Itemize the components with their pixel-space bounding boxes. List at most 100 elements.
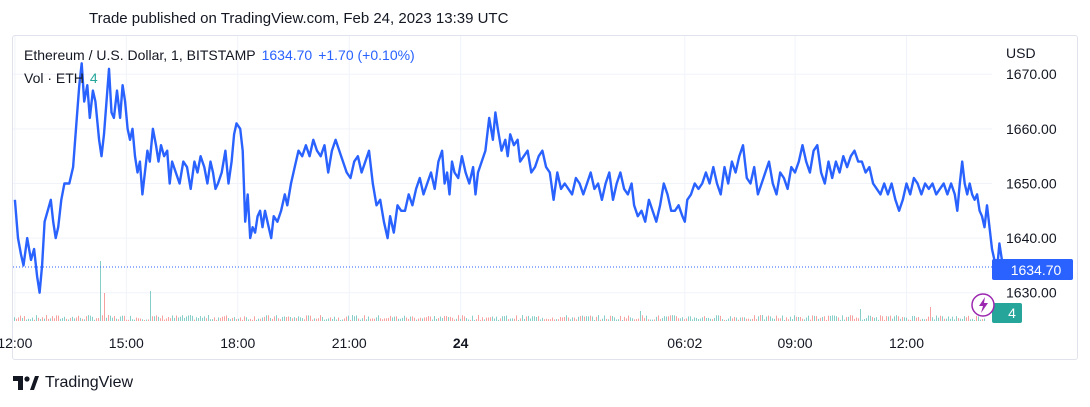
volume-bar bbox=[210, 319, 211, 321]
volume-bar bbox=[430, 316, 431, 321]
volume-bar bbox=[206, 318, 207, 321]
volume-bar bbox=[698, 319, 699, 321]
volume-bar bbox=[74, 318, 75, 321]
volume-bar bbox=[158, 316, 159, 321]
volume-bar bbox=[704, 316, 705, 321]
volume-bar bbox=[864, 318, 865, 321]
volume-bar bbox=[882, 316, 883, 321]
volume-bar bbox=[350, 319, 351, 321]
volume-bar bbox=[974, 319, 975, 321]
x-tick-label: 21:00 bbox=[332, 335, 367, 351]
volume-bar bbox=[336, 319, 337, 321]
volume-bar bbox=[734, 316, 735, 321]
volume-bar bbox=[62, 317, 63, 321]
volume-bar bbox=[396, 316, 397, 321]
volume-bar bbox=[530, 318, 531, 321]
volume-bar bbox=[724, 319, 725, 321]
volume-bar bbox=[24, 316, 25, 321]
volume-bar bbox=[310, 315, 311, 321]
volume-bar bbox=[766, 316, 767, 321]
volume-bar bbox=[624, 316, 625, 321]
volume-bar bbox=[518, 319, 519, 321]
volume-bar bbox=[528, 315, 529, 321]
volume-bar bbox=[750, 319, 751, 321]
volume-label: Vol · ETH bbox=[24, 70, 84, 86]
volume-bar bbox=[926, 318, 927, 321]
volume-bar bbox=[900, 318, 901, 321]
x-tick-label: 12:00 bbox=[889, 335, 924, 351]
volume-bar bbox=[874, 317, 875, 321]
volume-bar bbox=[858, 318, 859, 321]
volume-bar bbox=[558, 319, 559, 321]
volume-bar bbox=[232, 317, 233, 321]
volume-bar bbox=[804, 319, 805, 321]
volume-bar bbox=[856, 317, 857, 321]
tradingview-brand[interactable]: TradingView bbox=[13, 374, 133, 392]
volume-bar bbox=[730, 316, 731, 321]
volume-bar bbox=[390, 315, 391, 321]
volume-bar bbox=[46, 315, 47, 321]
volume-bar bbox=[400, 318, 401, 321]
volume-bar bbox=[636, 319, 637, 321]
volume-bar bbox=[960, 318, 961, 321]
volume-bar bbox=[696, 317, 697, 321]
volume-bar bbox=[324, 319, 325, 321]
volume-bar bbox=[674, 315, 675, 321]
volume-bar bbox=[754, 315, 755, 321]
volume-bar bbox=[684, 319, 685, 321]
volume-bar bbox=[630, 317, 631, 321]
volume-bar bbox=[660, 319, 661, 321]
volume-bar bbox=[258, 318, 259, 321]
volume-bar bbox=[114, 316, 115, 321]
volume-bar bbox=[662, 317, 663, 321]
volume-bar bbox=[410, 316, 411, 321]
volume-bar bbox=[616, 319, 617, 321]
volume-bar bbox=[106, 317, 107, 321]
volume-bar bbox=[902, 317, 903, 321]
volume-bar bbox=[548, 319, 549, 321]
volume-bar bbox=[796, 316, 797, 321]
volume-bar bbox=[916, 317, 917, 321]
volume-bar bbox=[638, 318, 639, 321]
volume-bar bbox=[358, 318, 359, 321]
volume-bar bbox=[174, 317, 175, 321]
volume-bar bbox=[130, 315, 131, 321]
volume-bar bbox=[298, 316, 299, 321]
volume-bar bbox=[944, 318, 945, 321]
volume-bar bbox=[222, 316, 223, 321]
volume-bar bbox=[860, 309, 861, 321]
volume-bar bbox=[764, 319, 765, 321]
volume-bar bbox=[772, 318, 773, 321]
volume-bar bbox=[134, 319, 135, 321]
volume-bar bbox=[264, 316, 265, 321]
x-tick-label: 15:00 bbox=[109, 335, 144, 351]
volume-bar bbox=[230, 319, 231, 321]
volume-bar bbox=[736, 317, 737, 321]
volume-bar bbox=[282, 316, 283, 321]
symbol-name: Ethereum / U.S. Dollar, 1, BITSTAMP bbox=[24, 47, 256, 63]
volume-bar bbox=[862, 319, 863, 321]
volume-bar bbox=[880, 315, 881, 321]
volume-bar bbox=[248, 319, 249, 321]
volume-bar bbox=[126, 319, 127, 321]
volume-bar bbox=[364, 315, 365, 321]
volume-bar bbox=[362, 318, 363, 321]
volume-bar bbox=[972, 318, 973, 321]
volume-bar bbox=[108, 315, 109, 321]
volume-bar bbox=[368, 316, 369, 321]
volume-bar bbox=[572, 317, 573, 321]
volume-bar bbox=[294, 317, 295, 321]
volume-bar bbox=[374, 318, 375, 321]
volume-bar bbox=[162, 315, 163, 321]
volume-bar bbox=[612, 315, 613, 321]
volume-value: 4 bbox=[89, 70, 98, 86]
lightning-icon[interactable] bbox=[971, 293, 995, 317]
volume-bar bbox=[898, 316, 899, 321]
volume-bar bbox=[26, 319, 27, 321]
x-tick-label: 24 bbox=[453, 335, 469, 351]
volume-bar bbox=[28, 318, 29, 321]
volume-bar bbox=[480, 319, 481, 321]
volume-bar bbox=[554, 319, 555, 321]
x-tick-label: 09:00 bbox=[778, 335, 813, 351]
volume-bar bbox=[746, 318, 747, 321]
